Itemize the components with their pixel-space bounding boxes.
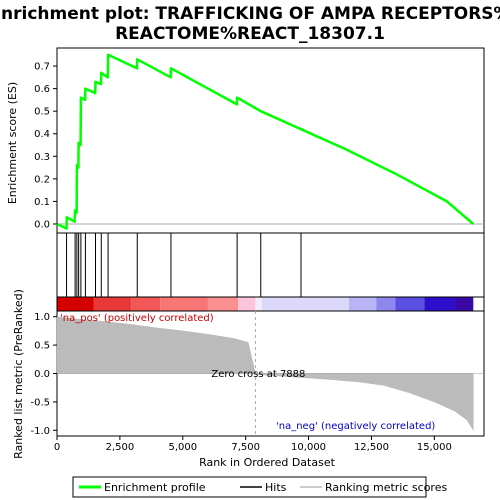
heatbar-segment	[349, 297, 377, 311]
ranked-axis-label: Ranked list metric (PreRanked)	[12, 289, 25, 459]
hits-panel	[57, 233, 484, 311]
ranked-ytick-label: 1.0	[34, 312, 50, 323]
chart-title-line2: REACTOME%REACT_18307.1	[115, 24, 385, 44]
es-ytick-label: 0.6	[34, 84, 50, 95]
legend-label-hits: Hits	[265, 481, 287, 494]
legend: Enrichment profile Hits Ranking metric s…	[73, 477, 447, 497]
ranked-ytick-label: 0.0	[34, 369, 50, 380]
heatbar-segment	[424, 297, 454, 311]
heatbar-segment	[376, 297, 395, 311]
heatbar-segment	[160, 297, 208, 311]
heatbar-segment	[57, 297, 93, 311]
es-ytick-label: 0.4	[34, 129, 50, 140]
enrichment-score-panel: 0.0 0.1 0.2 0.3 0.4 0.5 0.6 0.7	[34, 48, 484, 233]
xtick-label: 7,500	[231, 442, 260, 453]
ranked-ytick-label: -0.5	[30, 397, 50, 408]
es-ytick-label: 0.0	[34, 219, 50, 230]
xtick-label: 10,000	[291, 442, 326, 453]
es-ytick-label: 0.5	[34, 107, 50, 118]
negative-correlation-label: 'na_neg' (negatively correlated)	[276, 421, 435, 432]
xtick-label: 12,500	[354, 442, 389, 453]
x-axis-label: Rank in Ordered Dataset	[199, 456, 336, 469]
heatbar-segment	[262, 297, 349, 311]
xtick-label: 0	[54, 442, 60, 453]
xtick-label: 5,000	[168, 442, 197, 453]
es-ytick-label: 0.3	[34, 152, 50, 163]
ranked-ytick-label: 0.5	[34, 341, 50, 352]
xtick-label: 2,500	[106, 442, 135, 453]
es-ytick-label: 0.1	[34, 197, 50, 208]
es-plot-frame	[57, 48, 484, 233]
heatbar-segment	[93, 297, 131, 311]
es-ytick-label: 0.7	[34, 62, 50, 73]
hits-frame	[57, 233, 484, 297]
zero-cross-label: Zero cross at 7888	[211, 369, 305, 380]
positive-correlation-label: 'na_pos' (positively correlated)	[60, 313, 214, 324]
heatbar-segment	[131, 297, 160, 311]
xtick-label: 15,000	[417, 442, 452, 453]
es-axis-label: Enrichment score (ES)	[6, 82, 19, 204]
heatbar-segment	[255, 297, 262, 311]
chart-title-line1: Enrichment plot: TRAFFICKING OF AMPA REC…	[0, 4, 500, 24]
heatbar-segment	[208, 297, 238, 311]
es-ytick-label: 0.2	[34, 174, 50, 185]
heatbar-segment	[395, 297, 424, 311]
heatbar-segment	[454, 297, 473, 311]
ranked-ytick-label: -1.0	[30, 426, 50, 437]
legend-label-enrichment-profile: Enrichment profile	[104, 481, 206, 494]
legend-label-ranking-metric: Ranking metric scores	[325, 481, 447, 494]
heatbar-segment	[238, 297, 255, 311]
ranked-metric-panel: Zero cross at 7888 'na_pos' (positively c…	[30, 311, 484, 453]
